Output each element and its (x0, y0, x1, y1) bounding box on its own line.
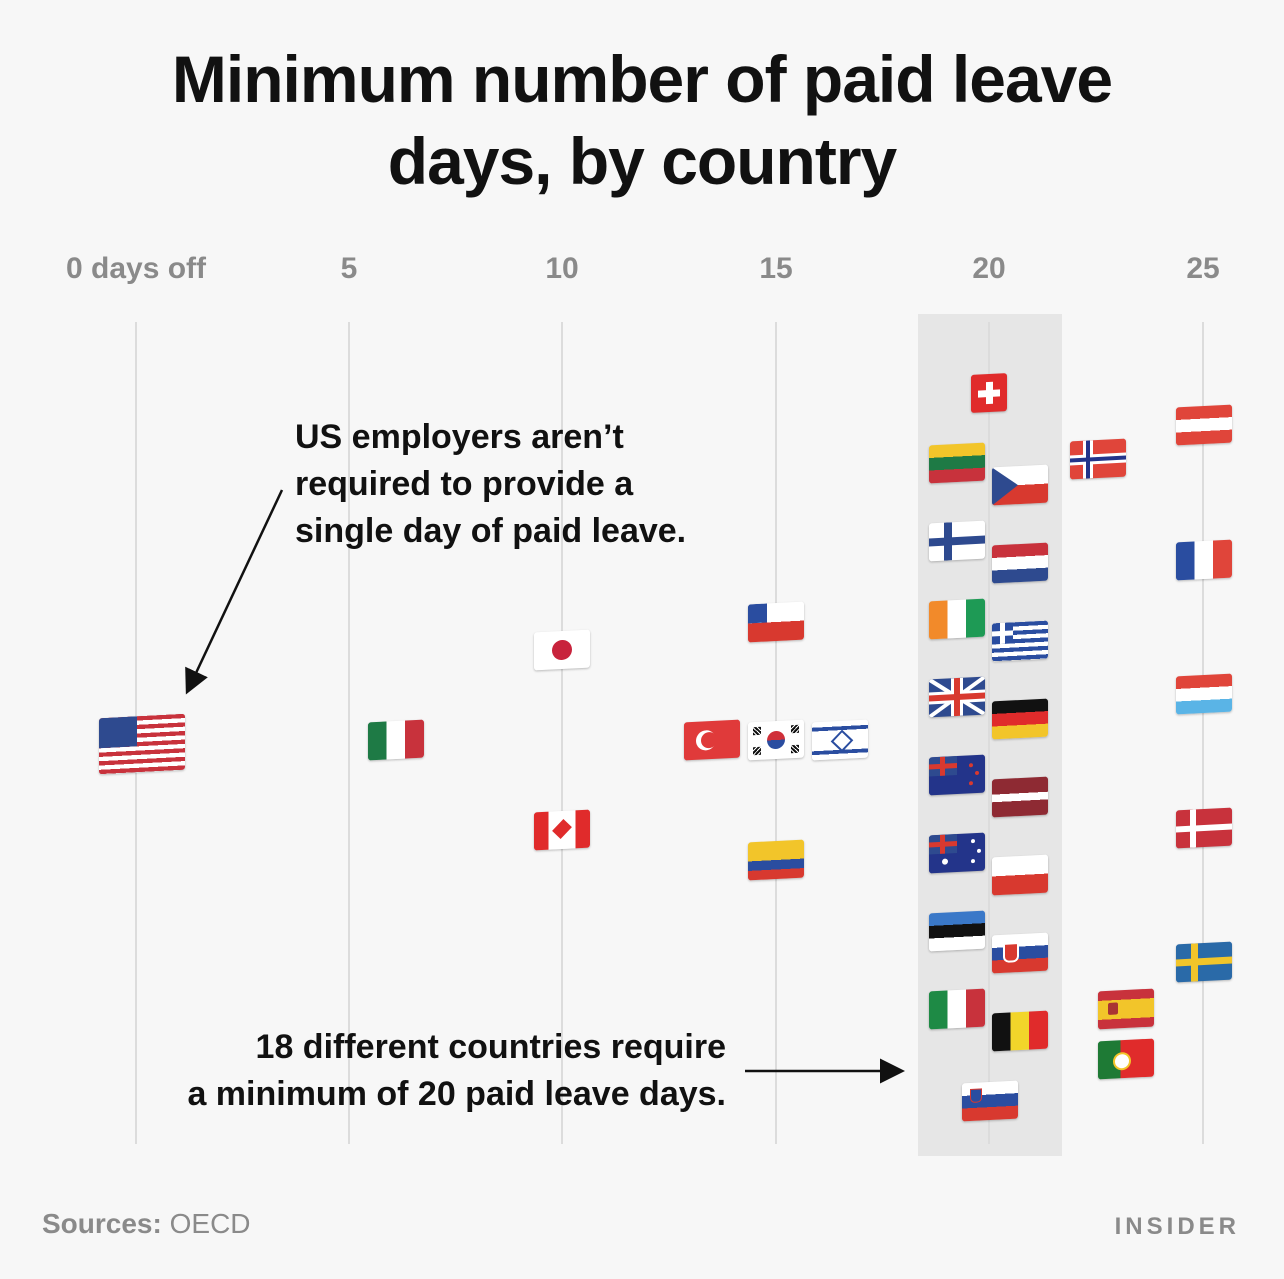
gridline-10 (561, 322, 563, 1144)
flag-ireland-icon (929, 598, 985, 640)
flag-united-kingdom-icon (929, 676, 985, 718)
flag-germany-icon (992, 698, 1048, 740)
source-value: OECD (169, 1208, 251, 1239)
flag-spain-icon (1098, 988, 1154, 1030)
gridline-25 (1202, 322, 1204, 1144)
flag-france-icon (1176, 539, 1232, 581)
insider-logo: INSIDER (1114, 1213, 1240, 1240)
flag-switzerland-icon (971, 373, 1007, 413)
title-line-2: days, by country (387, 124, 898, 198)
flag-luxembourg-icon (1176, 673, 1232, 715)
tick-label-20: 20 (972, 252, 1006, 285)
flag-australia-icon (929, 832, 985, 874)
flag-czechia-icon (992, 464, 1048, 506)
flag-belgium-icon (992, 1010, 1048, 1052)
flag-finland-icon (929, 520, 985, 562)
flag-estonia-icon (929, 910, 985, 952)
flag-slovenia-icon (962, 1080, 1018, 1122)
flag-greece-icon (992, 620, 1048, 662)
flag-south-korea-icon (748, 719, 804, 761)
flag-new-zealand-icon (929, 754, 985, 796)
tick-label-10: 10 (545, 252, 579, 285)
gridline-5 (348, 322, 350, 1144)
flag-turkey-icon (684, 719, 740, 761)
tick-label-25: 25 (1186, 252, 1220, 285)
us-annotation-line: single day of paid leave. (295, 512, 687, 550)
twenty-days-annotation: 18 different countries require a minimum… (187, 1024, 726, 1118)
us-annotation-line: required to provide a (295, 465, 634, 503)
flag-lithuania-icon (929, 442, 985, 484)
gridline-20 (988, 322, 990, 1144)
flag-latvia-icon (992, 776, 1048, 818)
flag-norway-icon (1070, 438, 1126, 480)
twenty-annotation-line: 18 different countries require (255, 1028, 726, 1066)
tick-label-5: 5 (340, 252, 358, 285)
source-note: Sources: OECD (42, 1208, 251, 1240)
flag-chile-icon (748, 601, 804, 643)
flag-colombia-icon (748, 839, 804, 881)
tick-label-15: 15 (759, 252, 793, 285)
flag-poland-icon (992, 854, 1048, 896)
flag-mexico-icon (368, 719, 424, 761)
us-annotation: US employers aren’t required to provide … (295, 414, 686, 555)
tick-label-0: 0 days off (65, 252, 207, 285)
flag-denmark-icon (1176, 807, 1232, 849)
twenty-annotation-line: a minimum of 20 paid leave days. (187, 1075, 726, 1113)
flag-portugal-icon (1098, 1038, 1154, 1080)
flag-austria-icon (1176, 404, 1232, 446)
us-arrow-icon (185, 489, 284, 695)
flag-united-states-icon (99, 713, 185, 775)
flag-slovakia-icon (992, 932, 1048, 974)
title-line-1: Minimum number of paid leave (171, 42, 1113, 116)
flag-sweden-icon (1176, 941, 1232, 983)
flag-japan-icon (534, 629, 590, 671)
flag-canada-icon (534, 809, 590, 851)
us-annotation-line: US employers aren’t (295, 418, 624, 456)
source-label: Sources: (42, 1208, 162, 1239)
chart-title: Minimum number of paid leave days, by co… (0, 38, 1284, 202)
flag-italy-icon (929, 988, 985, 1030)
flag-israel-icon (812, 719, 868, 761)
flag-netherlands-icon (992, 542, 1048, 584)
